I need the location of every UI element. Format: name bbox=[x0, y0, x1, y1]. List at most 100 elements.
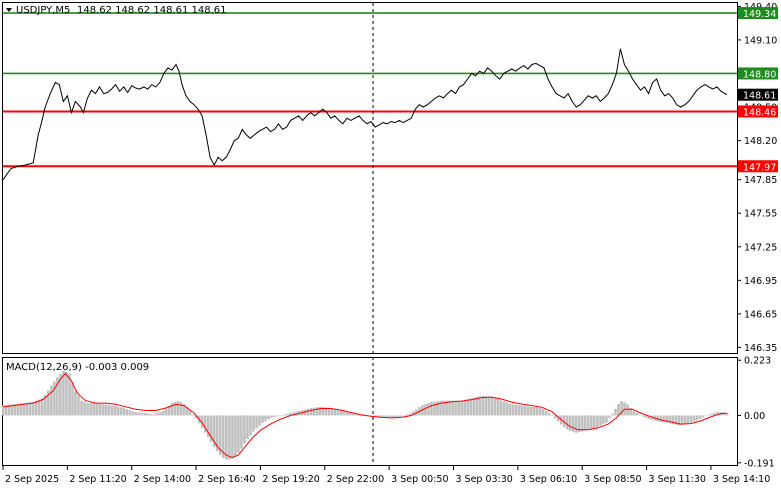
macd-histogram-bar bbox=[686, 415, 690, 424]
macd-y-axis: 0.223 0.00 -0.191 bbox=[737, 356, 775, 469]
macd-histogram-bar bbox=[38, 399, 41, 416]
macd-histogram-bar bbox=[182, 404, 186, 416]
time-tick-label: 3 Sep 11:30 bbox=[649, 474, 706, 485]
macd-histogram-bar bbox=[146, 413, 150, 416]
macd-histogram-bar bbox=[538, 407, 542, 416]
macd-histogram-bar bbox=[149, 413, 153, 416]
macd-histogram-bar bbox=[315, 407, 319, 416]
macd-histogram-bar bbox=[354, 414, 358, 416]
macd-histogram-bar bbox=[445, 400, 448, 416]
time-tick-label: 3 Sep 14:10 bbox=[713, 474, 770, 485]
macd-histogram-bar bbox=[309, 408, 313, 416]
price-tick-label: 147.25 bbox=[744, 242, 777, 253]
macd-histogram-bar bbox=[593, 415, 596, 429]
macd-histogram-bar bbox=[499, 400, 503, 416]
macd-histogram-bar bbox=[41, 398, 44, 416]
macd-histogram-bar bbox=[650, 415, 653, 420]
macd-histogram-bar bbox=[665, 415, 669, 423]
macd-histogram-bar bbox=[128, 410, 132, 416]
time-tick-label: 2 Sep 11:20 bbox=[69, 474, 126, 485]
macd-histogram-bar bbox=[143, 413, 147, 416]
level-price-label: 148.80 bbox=[743, 69, 776, 80]
macd-histogram-bar bbox=[541, 408, 545, 416]
macd-histogram-bar bbox=[381, 415, 385, 418]
macd-histogram-bar bbox=[246, 415, 249, 439]
macd-histogram-bar bbox=[209, 415, 213, 442]
macd-histogram-bar bbox=[212, 415, 216, 447]
macd-histogram-bar bbox=[267, 415, 270, 420]
macd-histogram-bar bbox=[547, 413, 551, 416]
macd-histogram-bar bbox=[529, 406, 533, 416]
price-tick-label: 148.20 bbox=[744, 136, 777, 147]
price-tick-label: 147.85 bbox=[744, 175, 777, 186]
macd-histogram-bar bbox=[484, 396, 488, 416]
macd-histogram-bar bbox=[659, 415, 663, 422]
macd-histogram-bar bbox=[611, 413, 614, 416]
macd-histogram-bar bbox=[605, 415, 608, 423]
macd-histogram-bar bbox=[110, 405, 113, 416]
macd-histogram-bar bbox=[662, 415, 666, 423]
price-tick-label: 146.65 bbox=[744, 309, 777, 320]
macd-histogram-bar bbox=[469, 398, 472, 416]
macd-title: MACD(12,26,9) -0.003 0.009 bbox=[6, 362, 149, 373]
macd-histogram-bar bbox=[318, 406, 322, 416]
macd-histogram-bar bbox=[107, 404, 110, 416]
time-tick-label: 3 Sep 00:50 bbox=[391, 474, 448, 485]
level-price-label: 149.34 bbox=[743, 9, 776, 20]
level-price-tag bbox=[738, 67, 778, 80]
price-tick-label: 146.35 bbox=[744, 343, 777, 354]
macd-histogram-bar bbox=[164, 408, 168, 416]
macd-histogram-bar bbox=[303, 409, 307, 416]
macd-histogram-bar bbox=[722, 412, 726, 416]
macd-histogram-bar bbox=[140, 412, 144, 416]
macd-histogram-bar bbox=[677, 415, 681, 426]
macd-histogram-bar bbox=[294, 411, 298, 416]
price-tick-label: 149.10 bbox=[744, 35, 777, 46]
time-tick-label: 3 Sep 06:10 bbox=[520, 474, 577, 485]
macd-histogram-bar bbox=[348, 412, 352, 416]
macd-histogram-bar bbox=[384, 415, 388, 418]
macd-histogram-bar bbox=[95, 403, 98, 416]
macd-histogram-bar bbox=[632, 411, 635, 416]
macd-histogram-bar bbox=[34, 400, 38, 416]
dropdown-triangle-icon[interactable] bbox=[6, 8, 12, 12]
macd-histogram-bar bbox=[614, 408, 617, 416]
macd-histogram-bar bbox=[101, 404, 104, 416]
macd-histogram-bar bbox=[122, 408, 126, 416]
macd-histogram-bar bbox=[523, 405, 527, 416]
macd-histogram-bar bbox=[430, 401, 433, 416]
price-level-tags: 149.34 148.80 148.46 147.97 148.61 bbox=[738, 7, 778, 173]
macd-histogram-bar bbox=[339, 410, 343, 416]
macd-histogram-bar bbox=[86, 403, 89, 416]
macd-histogram-bar bbox=[556, 415, 560, 422]
time-tick-label: 2 Sep 19:20 bbox=[262, 474, 319, 485]
macd-tick-label: -0.191 bbox=[744, 458, 775, 469]
macd-histogram-bar bbox=[345, 411, 349, 416]
macd-histogram-bar bbox=[89, 403, 92, 416]
macd-histogram-bar bbox=[74, 390, 77, 416]
macd-histogram-bar bbox=[544, 411, 548, 416]
macd-histogram-bar bbox=[680, 415, 684, 425]
level-price-tag bbox=[738, 160, 778, 173]
macd-histogram-bar bbox=[683, 415, 687, 425]
macd-histogram-bar bbox=[258, 415, 261, 426]
macd-histogram-bar bbox=[460, 400, 463, 416]
macd-signal-line bbox=[2, 372, 728, 459]
macd-histogram-bar bbox=[393, 415, 397, 418]
macd-histogram-bar bbox=[104, 404, 107, 416]
macd-histogram-bar bbox=[475, 396, 479, 416]
macd-histogram-bar bbox=[44, 395, 47, 416]
macd-histogram-bar bbox=[574, 415, 578, 433]
macd-histogram-bar bbox=[390, 415, 394, 418]
macd-histogram-bar bbox=[237, 415, 240, 453]
macd-histogram-bar bbox=[710, 413, 714, 416]
macd-histogram-bar bbox=[231, 415, 234, 459]
level-price-label: 148.46 bbox=[743, 107, 776, 118]
macd-histogram-bar bbox=[490, 396, 494, 416]
macd-histogram-bar bbox=[463, 399, 466, 416]
macd-histogram-bar bbox=[68, 373, 71, 416]
macd-histogram-bar bbox=[125, 409, 129, 416]
macd-histogram-bar bbox=[28, 402, 32, 416]
time-tick-label: 2 Sep 22:00 bbox=[327, 474, 384, 485]
macd-histogram-bar bbox=[215, 415, 219, 452]
